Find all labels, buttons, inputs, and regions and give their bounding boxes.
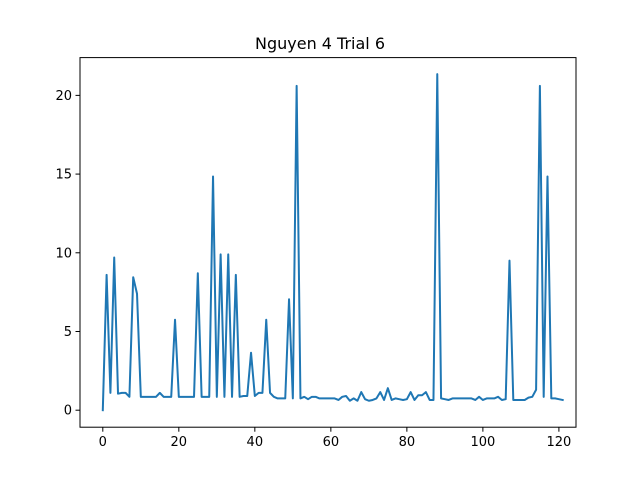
x-tick-label: 120 bbox=[546, 435, 571, 450]
series-line-0 bbox=[101, 73, 564, 412]
x-axis-ticks: 0 20 40 60 80 100 120 bbox=[99, 427, 571, 450]
x-tick-label: 60 bbox=[323, 435, 340, 450]
y-axis-ticks: 0 5 10 15 20 bbox=[55, 89, 80, 419]
x-tick-label: 100 bbox=[470, 435, 495, 450]
x-tick-label: 20 bbox=[171, 435, 188, 450]
y-tick-label: 5 bbox=[64, 325, 72, 340]
x-tick-label: 40 bbox=[247, 435, 264, 450]
y-tick-label: 15 bbox=[55, 168, 72, 183]
chart-title: Nguyen 4 Trial 6 bbox=[255, 34, 385, 53]
y-tick-label: 0 bbox=[64, 404, 72, 419]
x-tick-label: 80 bbox=[399, 435, 416, 450]
axes-frame bbox=[79, 57, 577, 428]
plot-area bbox=[101, 73, 564, 412]
y-tick-label: 10 bbox=[55, 246, 72, 261]
x-tick-label: 0 bbox=[99, 435, 107, 450]
y-tick-label: 20 bbox=[55, 89, 72, 104]
